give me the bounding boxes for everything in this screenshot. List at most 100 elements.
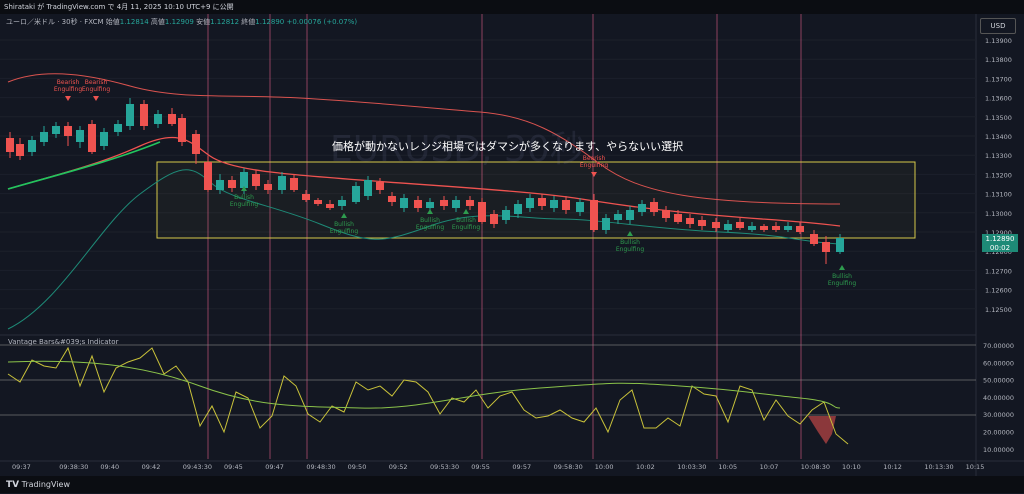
candle-body <box>326 204 334 208</box>
candle-body <box>514 204 522 214</box>
signal-label-line1: Bullish <box>420 217 440 224</box>
time-tick-label: 09:53:30 <box>430 463 459 471</box>
candle-body <box>538 198 546 206</box>
candle-body <box>760 226 768 230</box>
signal-label-line2: Engulfing <box>330 228 358 235</box>
signal-label-line1: Bullish <box>832 273 852 280</box>
indicator-tick-label: 60.00000 <box>983 359 1014 367</box>
candle-body <box>796 226 804 232</box>
indicator-signal-line <box>7 360 841 409</box>
candle-body <box>264 184 272 190</box>
candle-body <box>168 114 176 124</box>
signal-label-line1: Bullish <box>456 217 476 224</box>
arrow-up-icon <box>241 186 247 191</box>
candle-body <box>526 198 534 208</box>
signal-label-line1: Bearish <box>57 79 80 86</box>
signal-label-line2: Engulfing <box>230 201 258 208</box>
price-tick-label: 1.12700 <box>985 267 1012 275</box>
candle-body <box>590 200 598 230</box>
candle-body <box>352 186 360 202</box>
low-value: 1.12812 <box>210 18 240 26</box>
vantage-indicator-pane <box>0 344 976 445</box>
time-tick-label: 09:45 <box>224 463 243 471</box>
currency-button[interactable]: USD <box>980 18 1016 34</box>
candle-body <box>836 238 844 252</box>
arrow-down-icon <box>93 96 99 101</box>
range-box <box>156 161 916 239</box>
candle-body <box>302 194 310 200</box>
time-tick-label: 10:05 <box>718 463 737 471</box>
high-value: 1.12909 <box>164 18 194 26</box>
close-label: 終値 <box>241 18 256 26</box>
time-tick-label: 10:08:30 <box>801 463 830 471</box>
last-price-label: 1.12890 00:02 <box>982 234 1018 252</box>
indicator-tick-label: 30.00000 <box>983 411 1014 419</box>
candle-body <box>364 180 372 196</box>
candle-body <box>784 226 792 230</box>
last-price-value: 1.12890 <box>985 235 1015 243</box>
lower-band-line <box>7 169 841 330</box>
candle-body <box>576 202 584 212</box>
time-tick-label: 09:42 <box>142 463 161 471</box>
candle-body <box>64 126 72 136</box>
candle-body <box>388 196 396 202</box>
candlesticks <box>6 98 844 264</box>
grid-lines <box>0 39 976 310</box>
price-tick-label: 1.12900 <box>985 229 1012 237</box>
arrow-down-icon <box>591 172 597 177</box>
price-tick-label: 1.13300 <box>985 152 1012 160</box>
footer-bar: 𝗧𝗩 TradingView <box>0 476 1024 493</box>
arrow-up-icon <box>627 231 633 236</box>
time-tick-label: 09:37 <box>12 463 31 471</box>
candle-body <box>126 104 134 126</box>
symbol-name: ユーロ／米ドル · 30秒 · FXCM <box>6 18 104 26</box>
candle-body <box>550 200 558 208</box>
time-tick-label: 10:07 <box>760 463 779 471</box>
candle-body <box>490 214 498 224</box>
price-tick-label: 1.13200 <box>985 171 1012 179</box>
indicator-tick-label: 10.00000 <box>983 446 1014 454</box>
candle-body <box>192 134 200 154</box>
publish-header: Shirataki が TradingView.com で 4月 11, 202… <box>0 0 1024 14</box>
signal-label-line2: Engulfing <box>82 86 110 93</box>
low-label: 安値 <box>196 18 211 26</box>
middle-band-line <box>7 136 841 227</box>
candle-body <box>698 220 706 226</box>
indicator-title[interactable]: Vantage Bars&#039;s Indicator <box>8 338 119 346</box>
indicator-tick-label: 70.00000 <box>983 342 1014 350</box>
price-tick-label: 1.13100 <box>985 191 1012 199</box>
chart-annotation: 価格が動かないレンジ相場ではダマシが多くなります、やらないい選択 <box>332 140 684 153</box>
upper-band-line <box>7 73 841 205</box>
open-label: 始値 <box>105 18 120 26</box>
candle-body <box>650 202 658 212</box>
symbol-watermark: EURUSD, 30秒 <box>330 129 586 170</box>
time-tick-label: 09:57 <box>512 463 531 471</box>
price-axis[interactable]: 1.13900 1.13800 1.13700 1.13600 1.13500 1.134… <box>985 37 1012 314</box>
signal-label-line2: Engulfing <box>828 280 856 287</box>
candle-body <box>810 234 818 244</box>
price-tick-label: 1.13900 <box>985 37 1012 45</box>
chart-canvas[interactable]: BearishEngulfingBearishEngulfingBullishE… <box>0 14 1024 476</box>
candle-body <box>52 126 60 134</box>
arrow-up-icon <box>427 209 433 214</box>
time-axis[interactable]: 09:37 09:38:30 09:40 09:42 09:43:30 09:45 09:4… <box>12 463 984 471</box>
candle-body <box>76 130 84 142</box>
time-tick-label: 10:15 <box>966 463 985 471</box>
candle-body <box>686 218 694 224</box>
indicator-line <box>7 346 849 445</box>
time-tick-label: 10:13:30 <box>924 463 953 471</box>
candle-body <box>204 162 212 190</box>
candle-body <box>466 200 474 206</box>
time-tick-label: 10:00 <box>595 463 614 471</box>
candle-body <box>88 124 96 152</box>
candle-body <box>376 182 384 190</box>
time-tick-label: 09:58:30 <box>554 463 583 471</box>
price-tick-label: 1.13500 <box>985 114 1012 122</box>
bar-countdown: 00:02 <box>989 243 1011 252</box>
time-tick-label: 09:55 <box>471 463 490 471</box>
symbol-legend[interactable]: ユーロ／米ドル · 30秒 · FXCM 始値1.12814 高値1.12909… <box>6 17 357 27</box>
candle-body <box>140 104 148 126</box>
price-tick-label: 1.13400 <box>985 133 1012 141</box>
indicator-axis[interactable]: 70.00000 60.00000 50.00000 40.00000 30.00000… <box>983 342 1014 454</box>
candle-body <box>712 222 720 228</box>
